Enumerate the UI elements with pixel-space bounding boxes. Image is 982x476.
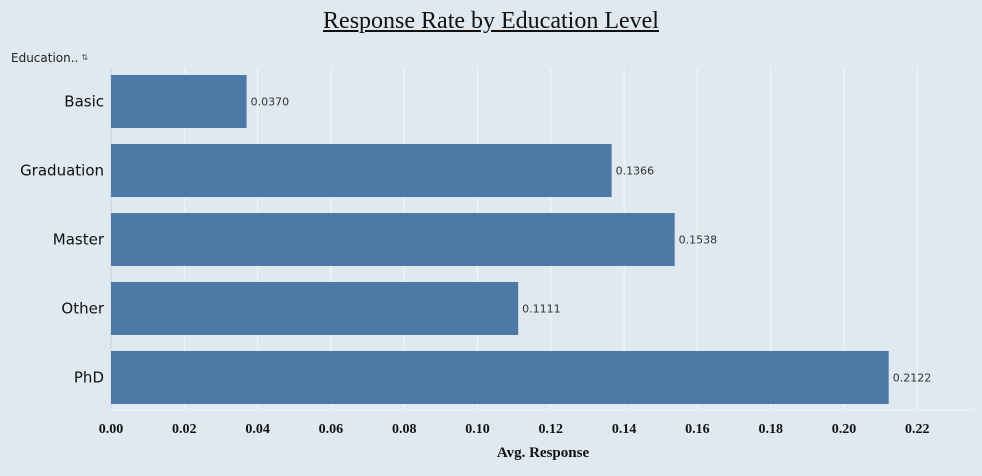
category-label: PhD (74, 369, 104, 387)
data-label: 0.1366 (616, 165, 655, 178)
data-label: 0.1538 (679, 234, 718, 247)
x-axis-title: Avg. Response (497, 445, 590, 461)
category-label: Other (61, 300, 104, 318)
category-label: Graduation (20, 162, 104, 180)
bar-basic[interactable] (111, 75, 247, 128)
x-tick-label: 0.16 (685, 422, 710, 437)
x-tick-label: 0.00 (99, 422, 124, 437)
bar-other[interactable] (111, 282, 519, 335)
row-header-label: Education.. (11, 51, 79, 65)
x-tick-label: 0.14 (612, 422, 637, 437)
data-label: 0.2122 (893, 372, 932, 385)
x-tick-label: 0.12 (539, 422, 564, 437)
row-header[interactable]: Education.. ⇅ (11, 51, 88, 65)
chart-title: Response Rate by Education Level (323, 8, 659, 34)
bar-graduation[interactable] (111, 144, 612, 197)
x-tick-label: 0.08 (392, 422, 417, 437)
x-tick-label: 0.22 (905, 422, 930, 437)
category-label: Basic (64, 93, 104, 111)
data-label: 0.0370 (251, 96, 289, 109)
category-label: Master (53, 231, 105, 249)
x-tick-label: 0.18 (758, 422, 783, 437)
bar-master[interactable] (111, 213, 675, 266)
x-tick-label: 0.20 (832, 422, 857, 437)
x-tick-label: 0.04 (245, 422, 270, 437)
x-tick-label: 0.06 (319, 422, 344, 437)
sort-icon[interactable]: ⇅ (81, 53, 89, 62)
data-label: 0.1111 (522, 303, 561, 316)
bar-phd[interactable] (111, 351, 889, 404)
x-tick-label: 0.10 (465, 422, 490, 437)
x-tick-label: 0.02 (172, 422, 197, 437)
